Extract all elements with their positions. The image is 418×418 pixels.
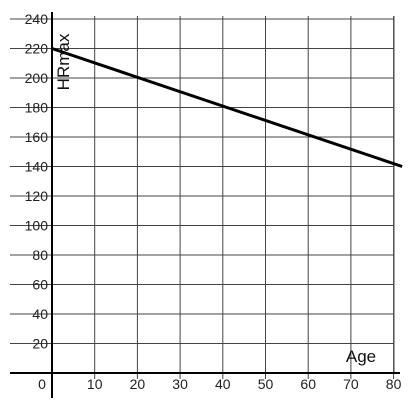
x-tick-label-30: 30 bbox=[172, 376, 188, 392]
x-tick-label-0: 0 bbox=[38, 376, 46, 392]
x-tick-label-80: 80 bbox=[386, 376, 402, 392]
y-tick-label-240: 240 bbox=[25, 11, 49, 27]
x-axis-label: Age bbox=[346, 347, 376, 366]
x-tick-label-40: 40 bbox=[215, 376, 231, 392]
axes bbox=[10, 12, 400, 398]
y-tick-label-140: 140 bbox=[25, 159, 49, 175]
x-tick-label-60: 60 bbox=[300, 376, 316, 392]
y-tick-label-40: 40 bbox=[32, 306, 48, 322]
y-axis-label: HRmax bbox=[54, 33, 73, 90]
y-tick-label-60: 60 bbox=[32, 277, 48, 293]
y-tick-label-220: 220 bbox=[25, 41, 49, 57]
y-tick-label-120: 120 bbox=[25, 188, 49, 204]
y-tick-label-160: 160 bbox=[25, 129, 49, 145]
y-tick-label-20: 20 bbox=[32, 336, 48, 352]
y-tick-label-200: 200 bbox=[25, 70, 49, 86]
grid bbox=[10, 16, 395, 379]
x-tick-label-50: 50 bbox=[258, 376, 274, 392]
y-tick-labels: 20 40 60 80 100 120 140 160 180 200 220 240 bbox=[25, 11, 49, 352]
series-line-0 bbox=[51, 47, 403, 168]
y-tick-label-100: 100 bbox=[25, 218, 49, 234]
y-tick-label-80: 80 bbox=[32, 247, 48, 263]
y-tick-label-180: 180 bbox=[25, 100, 49, 116]
x-tick-label-70: 70 bbox=[343, 376, 359, 392]
x-tick-labels: 0 10 20 30 40 50 60 70 80 bbox=[38, 376, 401, 392]
series-lines bbox=[51, 47, 403, 168]
x-tick-label-10: 10 bbox=[87, 376, 103, 392]
x-tick-label-20: 20 bbox=[130, 376, 146, 392]
